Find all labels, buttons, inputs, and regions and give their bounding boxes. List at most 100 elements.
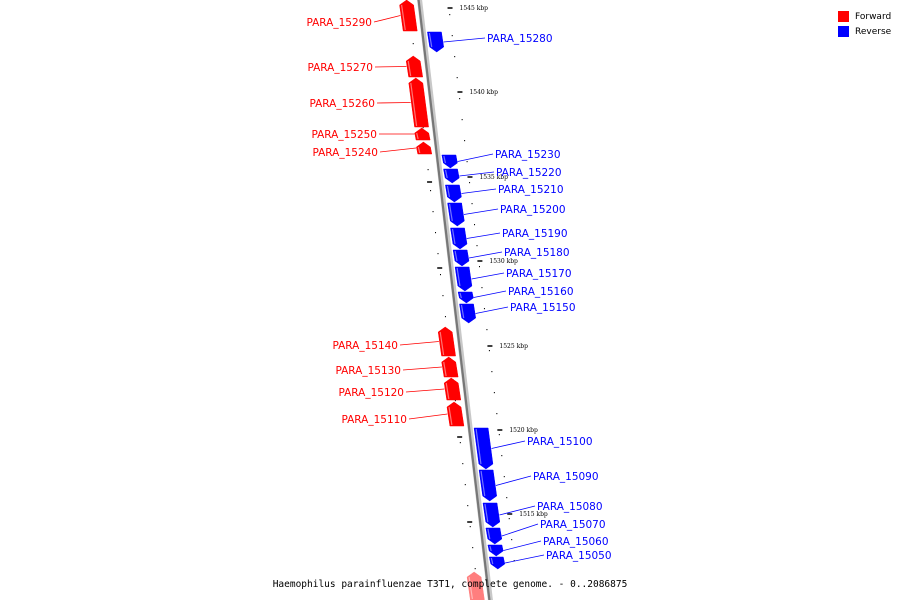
gene-arrow[interactable] — [408, 77, 429, 128]
minor-tick — [474, 224, 476, 226]
gene-arrow[interactable] — [487, 544, 504, 557]
minor-tick — [432, 211, 434, 213]
label-leader — [405, 388, 445, 393]
gene-labels: PARA_15290 PARA_15280 PARA_15270 PARA_15260… — [306, 15, 612, 564]
gene-label[interactable]: PARA_15090 — [533, 471, 599, 483]
gene-arrow[interactable] — [457, 291, 474, 304]
gene-label[interactable]: PARA_15170 — [506, 268, 572, 280]
gene-label[interactable]: PARA_15120 — [338, 387, 404, 399]
gene-arrow[interactable] — [427, 31, 444, 53]
label-leader — [468, 251, 503, 259]
gene-arrow[interactable] — [443, 377, 462, 401]
label-leader — [491, 440, 526, 449]
label-leader — [399, 341, 439, 346]
gene-arrow[interactable] — [478, 469, 497, 502]
map-title: Haemophilus parainfluenzae T3T1, complet… — [272, 579, 628, 590]
gene-label[interactable]: PARA_15100 — [527, 436, 593, 448]
gene-label[interactable]: PARA_15190 — [502, 228, 568, 240]
gene-label[interactable]: PARA_15200 — [500, 204, 566, 216]
gene-arrow[interactable] — [446, 401, 465, 427]
gene-arrow[interactable] — [452, 249, 470, 267]
label-leader — [459, 171, 495, 177]
gene-arrow[interactable] — [399, 0, 418, 32]
gene-arrow[interactable] — [414, 127, 431, 141]
gene-label[interactable]: PARA_15280 — [487, 33, 553, 45]
genome-backbone — [417, 0, 491, 600]
gene-label[interactable]: PARA_15210 — [498, 184, 564, 196]
label-leader — [374, 66, 407, 68]
gene-sheen — [487, 528, 491, 540]
gene-arrow[interactable] — [473, 427, 494, 470]
minor-tick — [449, 14, 451, 16]
legend-reverse: Reverse — [838, 24, 891, 39]
gene-sheen — [446, 185, 451, 198]
gene-label[interactable]: PARA_15270 — [307, 62, 373, 74]
gene-label[interactable]: PARA_15130 — [335, 365, 401, 377]
gene-sheen — [443, 155, 447, 164]
gene-arrow[interactable] — [482, 502, 501, 528]
gene-sheen — [490, 557, 494, 565]
minor-tick — [454, 400, 456, 402]
gene-arrow[interactable] — [441, 154, 458, 169]
minor-tick — [472, 547, 474, 549]
minor-tick — [486, 329, 488, 331]
scale-label: 1520 kbp — [509, 427, 538, 434]
gene-label[interactable]: PARA_15180 — [504, 247, 570, 259]
minor-tick — [461, 119, 463, 121]
gene-arrow[interactable] — [445, 184, 462, 203]
gene-arrow[interactable] — [454, 266, 473, 292]
label-leader — [504, 554, 545, 564]
gene-label[interactable]: PARA_15150 — [510, 302, 576, 314]
gene-label[interactable]: PARA_15250 — [311, 129, 377, 141]
gene-arrow[interactable] — [443, 168, 460, 184]
gene-label[interactable]: PARA_15290 — [306, 17, 372, 29]
gene-arrow[interactable] — [416, 141, 433, 155]
gene-label[interactable]: PARA_15240 — [312, 147, 378, 159]
label-leader — [379, 147, 417, 153]
minor-tick — [498, 434, 500, 436]
gene-label[interactable]: PARA_15060 — [543, 536, 609, 548]
gene-label[interactable]: PARA_15110 — [341, 414, 407, 426]
gene-arrow[interactable] — [441, 356, 459, 378]
gene-arrow[interactable] — [447, 202, 465, 227]
gene-sheen — [468, 576, 474, 600]
gene-sheen — [459, 292, 462, 299]
label-leader — [466, 232, 501, 239]
gene-sheen — [444, 169, 448, 179]
gene-features — [399, 0, 506, 600]
scale-ticks: 1545 kbp 1540 kbp 1535 kbp 1530 kbp 1525 kbp… — [407, 5, 548, 570]
gene-label[interactable]: PARA_15140 — [332, 340, 398, 352]
label-leader — [461, 188, 497, 194]
gene-arrow[interactable] — [450, 227, 468, 250]
legend-reverse-label: Reverse — [855, 26, 892, 37]
label-leader — [475, 306, 509, 314]
gene-sheen — [460, 304, 465, 319]
gene-arrow[interactable] — [466, 571, 485, 600]
label-leader — [471, 272, 505, 280]
gene-label[interactable]: PARA_15230 — [495, 149, 561, 161]
minor-tick — [501, 455, 503, 457]
label-leader — [499, 505, 536, 516]
gene-arrow[interactable] — [459, 303, 476, 324]
gene-arrow[interactable] — [485, 527, 503, 545]
label-leader — [373, 15, 401, 23]
gene-label[interactable]: PARA_15260 — [309, 98, 375, 110]
gene-arrow[interactable] — [405, 55, 423, 78]
gene-arrow[interactable] — [437, 326, 456, 357]
gene-label[interactable]: PARA_15160 — [508, 286, 574, 298]
gene-sheen — [443, 361, 447, 377]
minor-tick — [459, 442, 461, 444]
scale-label: 1535 kbp — [479, 174, 508, 181]
gene-arrow[interactable] — [488, 556, 506, 570]
gene-label[interactable]: PARA_15220 — [496, 167, 562, 179]
gene-sheen — [417, 146, 421, 154]
minor-tick — [464, 484, 466, 486]
gene-sheen — [448, 203, 453, 222]
minor-tick — [483, 308, 485, 310]
gene-label[interactable]: PARA_15050 — [546, 550, 612, 562]
gene-label[interactable]: PARA_15070 — [540, 519, 606, 531]
minor-tick — [437, 253, 439, 255]
gene-label[interactable]: PARA_15080 — [537, 501, 603, 513]
minor-tick — [427, 169, 429, 171]
